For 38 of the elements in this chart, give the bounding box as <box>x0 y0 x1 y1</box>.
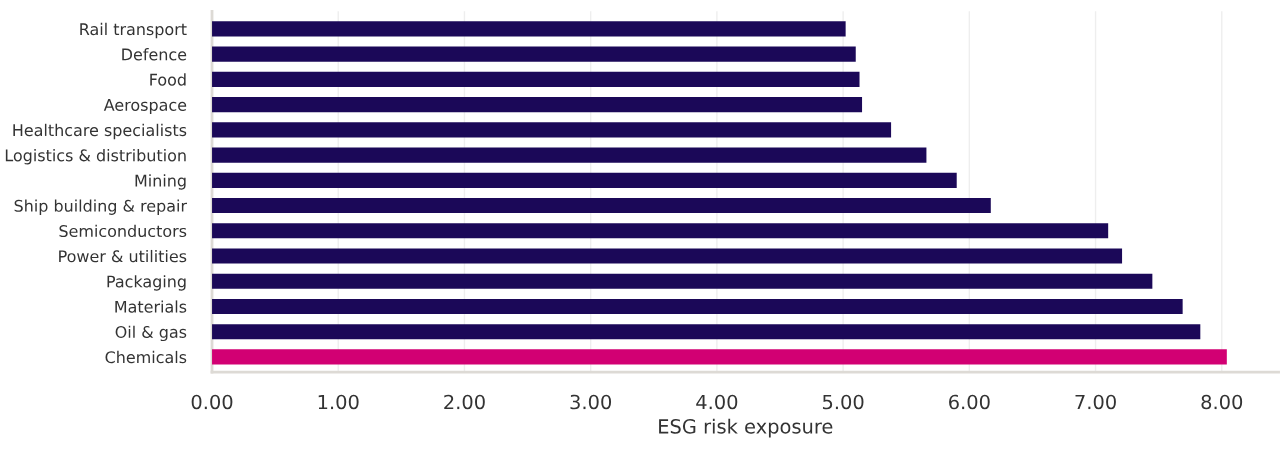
y-tick-label: Packaging <box>107 275 186 291</box>
y-tick-label: Power & utilities <box>59 249 187 263</box>
x-tick-label: 4.00 <box>696 394 738 410</box>
bar <box>212 21 846 37</box>
y-tick-label: Materials <box>115 300 187 313</box>
y-tick-label: Food <box>150 73 186 86</box>
x-tick-label: 3.00 <box>570 394 612 410</box>
y-tick-label: Chemicals <box>105 350 187 364</box>
y-tick-label: Semiconductors <box>59 224 187 238</box>
x-tick-label: 6.00 <box>949 394 990 410</box>
bar <box>212 122 892 138</box>
bar <box>212 71 860 87</box>
bar <box>212 97 863 113</box>
y-tick-label: Logistics & distribution <box>5 149 186 165</box>
x-tick-label: 2.00 <box>444 394 485 410</box>
x-tick-label: 8.00 <box>1201 394 1243 410</box>
x-tick-label: 7.00 <box>1075 394 1116 410</box>
bar <box>212 46 856 62</box>
y-tick-label: Mining <box>135 174 186 190</box>
x-tick-label: 5.00 <box>822 394 864 410</box>
x-axis-title: ESG risk exposure <box>659 418 833 438</box>
bar <box>212 197 991 214</box>
bar <box>212 273 1153 289</box>
bar <box>212 324 1201 340</box>
y-tick-label: Defence <box>122 48 187 61</box>
bar <box>212 298 1183 315</box>
bar <box>212 349 1227 365</box>
x-tick-label: 0.00 <box>191 394 233 410</box>
y-tick-label: Healthcare specialists <box>13 123 187 140</box>
bar <box>212 172 957 188</box>
x-tick-label: 1.00 <box>318 394 359 410</box>
bar <box>212 147 927 163</box>
y-tick-label: Oil & gas <box>115 325 187 342</box>
bar <box>212 223 1109 239</box>
bar <box>212 248 1123 264</box>
y-tick-label: Aerospace <box>103 99 187 115</box>
y-tick-label: Rail transport <box>80 22 187 39</box>
y-tick-label: Ship building & repair <box>14 199 188 215</box>
